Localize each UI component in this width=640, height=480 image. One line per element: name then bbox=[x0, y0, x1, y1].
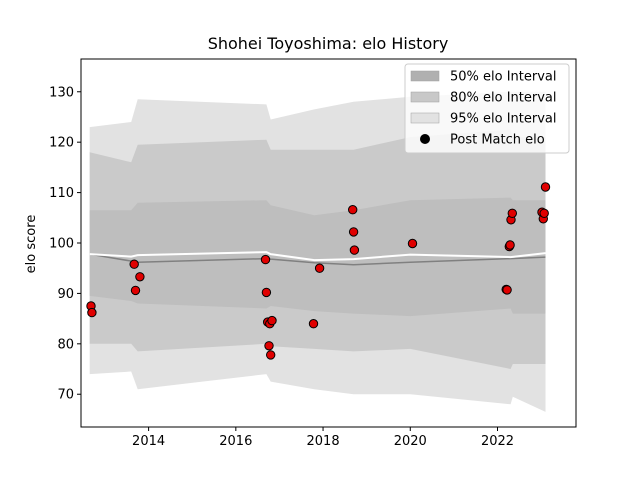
post-match-point bbox=[267, 315, 277, 326]
chart-title: Shohei Toyoshima: elo History bbox=[208, 34, 449, 53]
post-match-point bbox=[261, 287, 272, 298]
post-match-point bbox=[314, 263, 325, 273]
post-match-point bbox=[135, 272, 145, 282]
trend-lines bbox=[89, 251, 546, 266]
legend-label: Post Match elo bbox=[450, 133, 545, 148]
legend-marker bbox=[420, 134, 430, 144]
post-match-point bbox=[260, 254, 271, 265]
post-match-point bbox=[507, 208, 517, 219]
post-match-point bbox=[308, 319, 319, 329]
post-match-point bbox=[266, 350, 276, 360]
x-axis-ticks: 2014 2016 2018 2020 2022 bbox=[132, 427, 514, 449]
post-match-point bbox=[264, 341, 274, 351]
x-tick-label: 2020 bbox=[394, 434, 427, 449]
mean-elo-line bbox=[89, 251, 546, 262]
y-tick-label: 110 bbox=[49, 186, 74, 201]
x-tick-label: 2014 bbox=[132, 434, 165, 449]
y-tick-label: 100 bbox=[49, 237, 74, 252]
y-axis-ticks: 70 80 90 100 110 120 130 bbox=[49, 85, 81, 403]
y-tick-label: 80 bbox=[57, 337, 74, 352]
y-tick-label: 90 bbox=[57, 287, 74, 302]
post-match-point bbox=[87, 307, 97, 318]
post-match-point bbox=[540, 182, 551, 192]
legend-label: 95% elo Interval bbox=[450, 112, 557, 127]
y-axis-label: elo score bbox=[24, 215, 39, 274]
legend: 50% elo Interval 80% elo Interval 95% elo … bbox=[404, 63, 570, 154]
post-match-points bbox=[86, 182, 551, 360]
band-50-interval bbox=[89, 197, 546, 317]
interval-bands bbox=[89, 91, 546, 412]
post-match-point bbox=[407, 238, 418, 249]
x-tick-label: 2022 bbox=[481, 434, 514, 449]
post-match-point bbox=[129, 259, 139, 269]
legend-box bbox=[404, 63, 570, 154]
median-elo-line bbox=[89, 253, 546, 266]
x-tick-label: 2016 bbox=[219, 434, 252, 449]
post-match-point bbox=[349, 245, 360, 255]
y-tick-label: 120 bbox=[49, 136, 74, 151]
post-match-point bbox=[348, 227, 359, 237]
post-match-point bbox=[505, 240, 515, 250]
post-match-point bbox=[502, 285, 512, 295]
y-tick-label: 130 bbox=[49, 85, 74, 100]
legend-swatch bbox=[410, 70, 440, 82]
legend-label: 50% elo Interval bbox=[450, 70, 557, 85]
post-match-point bbox=[130, 285, 141, 296]
post-match-point bbox=[348, 205, 358, 215]
legend-label: 80% elo Interval bbox=[450, 91, 557, 106]
post-match-point bbox=[539, 208, 549, 219]
legend-swatch bbox=[410, 112, 440, 124]
legend-swatch bbox=[410, 91, 440, 103]
x-tick-label: 2018 bbox=[307, 434, 340, 449]
y-tick-label: 70 bbox=[57, 388, 74, 403]
